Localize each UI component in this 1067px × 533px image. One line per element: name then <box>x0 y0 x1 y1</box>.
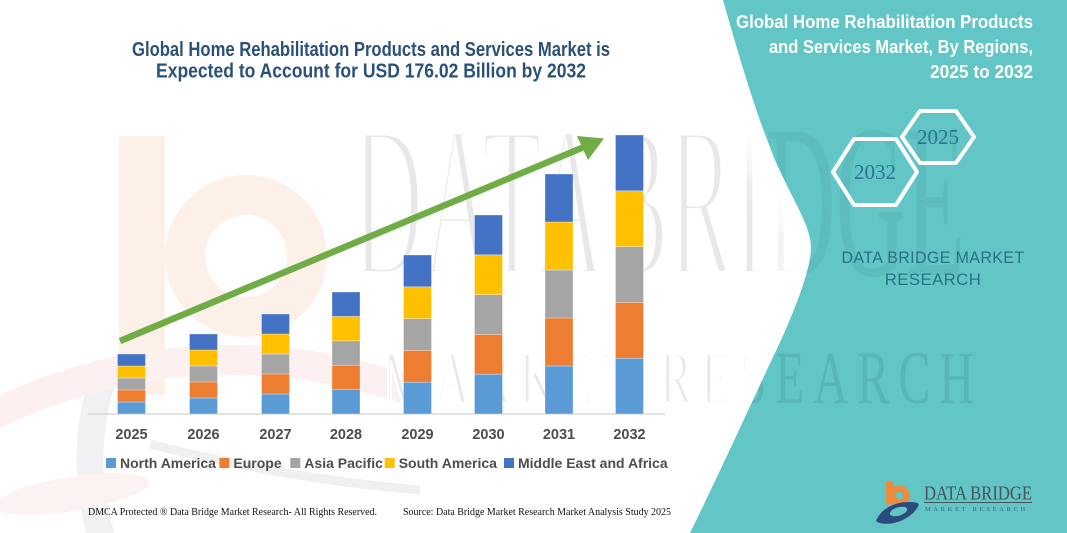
svg-text:DATA BRIDGE: DATA BRIDGE <box>924 483 1032 505</box>
svg-text:Expected to Account for USD 17: Expected to Account for USD 176.02 Billi… <box>156 61 586 83</box>
svg-text:2032: 2032 <box>613 427 645 443</box>
svg-text:2029: 2029 <box>401 427 433 443</box>
svg-text:2027: 2027 <box>259 427 291 443</box>
svg-text:DMCA Protected ® Data Bridge M: DMCA Protected ® Data Bridge Market Rese… <box>88 506 377 518</box>
svg-text:Middle East and Africa: Middle East and Africa <box>518 455 668 471</box>
svg-text:2026: 2026 <box>187 427 219 443</box>
svg-text:2025: 2025 <box>115 427 147 443</box>
svg-text:DATA BRIDGE MARKET: DATA BRIDGE MARKET <box>842 248 1025 267</box>
svg-text:MARKET RESEARCH: MARKET RESEARCH <box>925 506 1028 513</box>
svg-text:Global Home Rehabilitation Pro: Global Home Rehabilitation Products <box>736 11 1033 32</box>
svg-text:2025 to 2032: 2025 to 2032 <box>930 61 1033 82</box>
svg-text:Europe: Europe <box>233 455 281 471</box>
svg-text:2032: 2032 <box>854 160 896 184</box>
svg-text:2025: 2025 <box>917 125 959 149</box>
svg-text:South America: South America <box>399 455 497 471</box>
svg-text:2030: 2030 <box>472 427 504 443</box>
svg-text:2028: 2028 <box>330 427 362 443</box>
svg-text:North America: North America <box>120 455 216 471</box>
svg-text:Asia Pacific: Asia Pacific <box>304 455 383 471</box>
svg-text:RESEARCH: RESEARCH <box>885 270 981 289</box>
svg-text:Global Home Rehabilitation Pro: Global Home Rehabilitation Products and … <box>132 39 610 61</box>
svg-text:and Services Market, By Region: and Services Market, By Regions, <box>769 36 1033 57</box>
svg-text:2031: 2031 <box>543 427 575 443</box>
svg-text:Source: Data Bridge Market Res: Source: Data Bridge Market Research Mark… <box>403 506 671 518</box>
